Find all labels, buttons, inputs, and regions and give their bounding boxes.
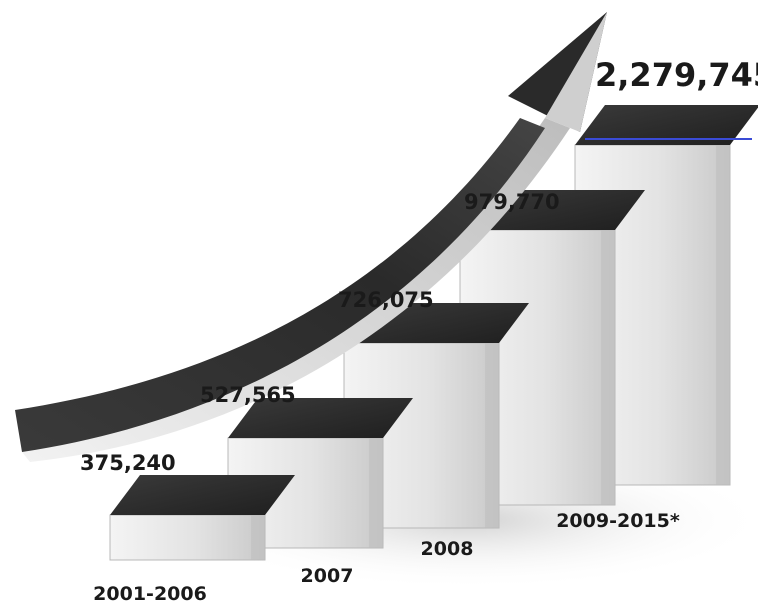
bar-edge-shade: [485, 343, 499, 528]
bar-edge-shade: [369, 438, 383, 548]
value-label: 527,565: [200, 383, 296, 407]
growth-arrow-head-light: [545, 12, 607, 132]
value-label: 726,075: [338, 288, 434, 312]
category-label: 2001-2006: [93, 583, 207, 605]
category-label: 2009-2015*: [556, 510, 680, 532]
bar-edge-shade: [601, 230, 615, 505]
growth-arrow-body: [15, 118, 545, 452]
bar-1: [109, 475, 295, 561]
bar-top-face: [110, 475, 295, 515]
value-label: 2,279,745: [595, 56, 758, 94]
bar-top-face: [575, 105, 758, 145]
category-label: 2007: [301, 565, 354, 587]
bar-front-face: [109, 514, 266, 561]
labels-group: 375,240 527,565 726,075 979,770 2,279,745 200…: [80, 56, 758, 605]
bar-edge-shade: [251, 515, 265, 560]
value-label: 979,770: [464, 190, 560, 214]
category-label: 2008: [421, 538, 474, 560]
bar-edge-shade: [716, 145, 730, 485]
bar-2: [227, 398, 413, 549]
growth-arrow: [15, 12, 607, 462]
bars-group: [109, 105, 758, 561]
bar-top-face: [228, 398, 413, 438]
value-label: 375,240: [80, 451, 176, 475]
